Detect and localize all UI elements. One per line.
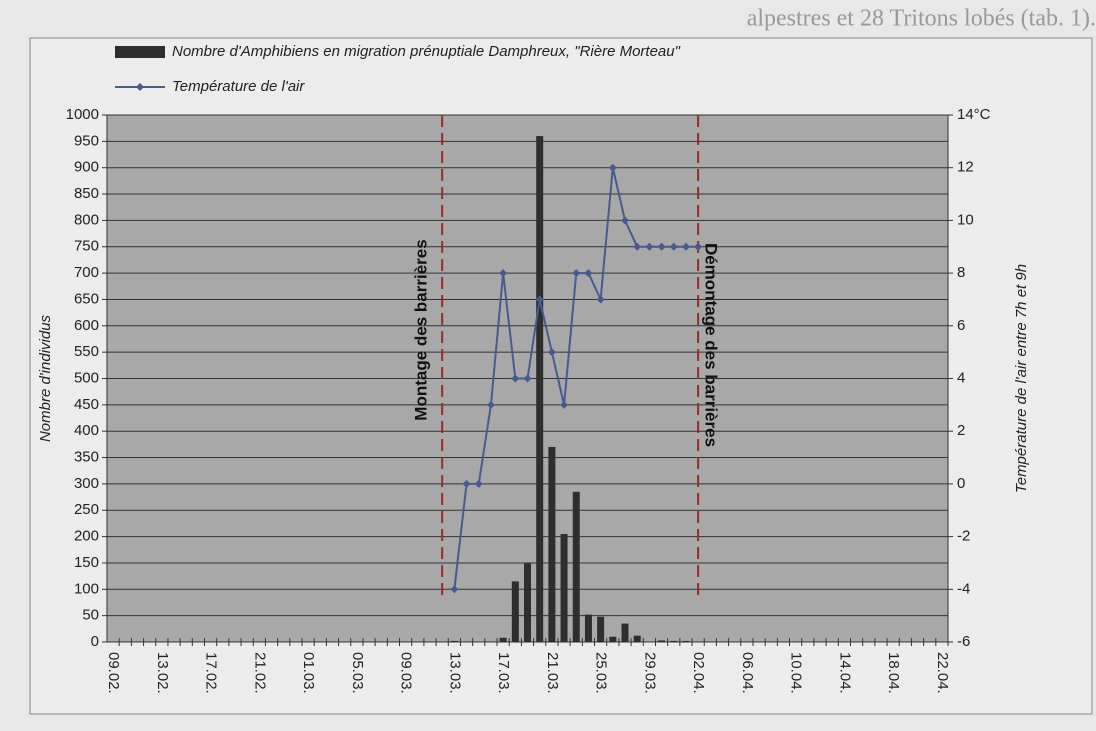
x-tick-label: 06.04. (739, 652, 756, 694)
bar (597, 616, 605, 642)
line-marker (450, 585, 459, 594)
bar (682, 640, 690, 642)
line-marker (681, 242, 690, 251)
bar (524, 562, 531, 642)
line-marker (499, 269, 508, 278)
y-tick-label: 750 (74, 238, 99, 255)
y-tick-label: 350 (74, 449, 99, 466)
bar (548, 447, 556, 642)
bar (511, 581, 519, 642)
line-marker (547, 348, 556, 357)
y-tick-label: 100 (74, 580, 99, 597)
line-marker (645, 242, 654, 251)
x-tick-label: 17.02. (203, 652, 220, 694)
y-tick-label: 900 (74, 159, 99, 176)
y2-tick-label: 10 (957, 211, 974, 228)
y2-tick-label: -2 (957, 528, 970, 545)
line-marker (511, 374, 520, 383)
y-tick-label: 50 (82, 607, 99, 624)
x-tick-label: 02.04. (690, 652, 707, 694)
legend-label: Nombre d'Amphibiens en migration prénupt… (172, 43, 681, 60)
line-marker (535, 295, 544, 304)
y-tick-label: 300 (74, 475, 99, 492)
y-tick-label: 950 (74, 132, 99, 149)
x-tick-label: 17.03. (495, 652, 512, 694)
page-fragment: alpestres et 28 Tritons lobés (tab. 1). (747, 6, 1096, 32)
line-marker (633, 242, 642, 251)
line-marker (572, 269, 581, 278)
bar (670, 640, 678, 642)
y-axis-label: Nombre d'individus (37, 314, 54, 442)
line-marker (621, 216, 630, 225)
x-tick-label: 05.03. (349, 652, 366, 694)
bar (658, 640, 666, 642)
x-tick-label: 09.03. (398, 652, 415, 694)
legend-marker (136, 83, 144, 91)
annotation: Démontage des barrières (702, 243, 721, 447)
line-marker (657, 242, 666, 251)
y2-tick-label: 14°C (957, 106, 991, 123)
x-tick-label: 13.03. (446, 652, 463, 694)
bar (633, 635, 641, 642)
y-tick-label: 150 (74, 554, 99, 571)
x-tick-label: 13.02. (154, 652, 171, 694)
line-marker (486, 400, 495, 409)
y-tick-label: 1000 (66, 106, 99, 123)
line-marker (584, 269, 593, 278)
y-tick-label: 400 (74, 422, 99, 439)
x-tick-label: 21.03. (544, 652, 561, 694)
x-tick-label: 18.04. (885, 652, 902, 694)
y-tick-label: 250 (74, 501, 99, 518)
bar (536, 136, 544, 642)
y-tick-label: 550 (74, 343, 99, 360)
annotation: Montage des barrières (412, 239, 431, 420)
y-tick-label: 0 (91, 633, 99, 650)
bar (584, 614, 592, 642)
y-tick-label: 650 (74, 290, 99, 307)
y-tick-label: 450 (74, 396, 99, 413)
y-tick-label: 850 (74, 185, 99, 202)
legend-swatch (115, 46, 165, 58)
y2-tick-label: -6 (957, 633, 970, 650)
bar (560, 533, 568, 642)
bar (499, 637, 507, 642)
y-tick-label: 800 (74, 211, 99, 228)
y2-tick-label: 12 (957, 159, 974, 176)
x-tick-label: 01.03. (300, 652, 317, 694)
y-tick-label: 200 (74, 528, 99, 545)
x-tick-label: 10.04. (788, 652, 805, 694)
x-tick-label: 29.03. (641, 652, 658, 694)
line-marker (669, 242, 678, 251)
line-marker (523, 374, 532, 383)
x-tick-label: 25.03. (593, 652, 610, 694)
x-tick-label: 09.02. (105, 652, 122, 694)
line-marker (462, 479, 471, 488)
y2-tick-label: 6 (957, 317, 965, 334)
x-tick-label: 22.04. (934, 652, 951, 694)
x-tick-label: 14.04. (836, 652, 853, 694)
y2-tick-label: 8 (957, 264, 965, 281)
y-tick-label: 600 (74, 317, 99, 334)
y-tick-label: 700 (74, 264, 99, 281)
x-tick-label: 21.02. (251, 652, 268, 694)
y2-axis-label: Température de l'air entre 7h et 9h (1013, 264, 1030, 493)
bar (609, 636, 617, 642)
bar (572, 491, 580, 642)
y-tick-label: 500 (74, 369, 99, 386)
y2-tick-label: 4 (957, 369, 965, 386)
bar (621, 623, 629, 642)
line-marker (608, 163, 617, 172)
line-marker (474, 479, 483, 488)
bar (450, 640, 458, 642)
y2-tick-label: -4 (957, 580, 970, 597)
legend-label: Température de l'air (172, 78, 305, 95)
y2-tick-label: 2 (957, 422, 965, 439)
y2-tick-label: 0 (957, 475, 965, 492)
line-marker (596, 295, 605, 304)
line-marker (560, 400, 569, 409)
line-marker (694, 242, 703, 251)
